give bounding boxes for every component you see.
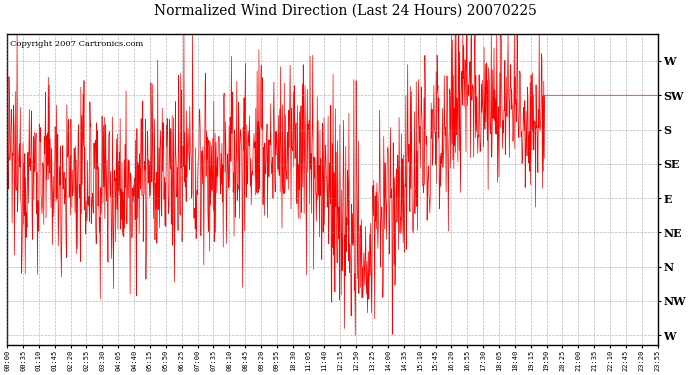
Text: Normalized Wind Direction (Last 24 Hours) 20070225: Normalized Wind Direction (Last 24 Hours… (154, 4, 536, 18)
Text: Copyright 2007 Cartronics.com: Copyright 2007 Cartronics.com (10, 40, 144, 48)
